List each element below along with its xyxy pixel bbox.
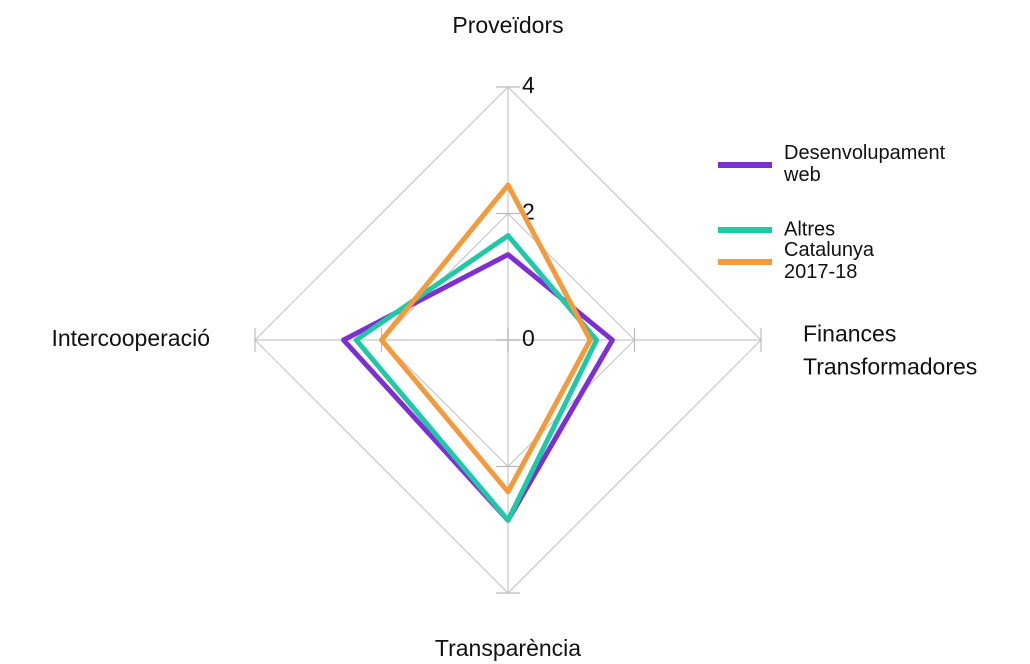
category-label: Finances Transformadores bbox=[803, 321, 977, 380]
category-label: Proveïdors bbox=[452, 12, 563, 38]
r-tick-label: 4 bbox=[522, 72, 535, 98]
legend-label: Catalunya 2017-18 bbox=[784, 239, 875, 283]
category-label: Transparència bbox=[435, 635, 581, 661]
legend-label: Altres bbox=[784, 218, 835, 240]
legend-label: Desenvolupament web bbox=[783, 142, 946, 186]
series-line bbox=[379, 182, 593, 495]
category-label: Intercooperació bbox=[51, 325, 210, 351]
r-tick-label: 0 bbox=[522, 325, 535, 351]
